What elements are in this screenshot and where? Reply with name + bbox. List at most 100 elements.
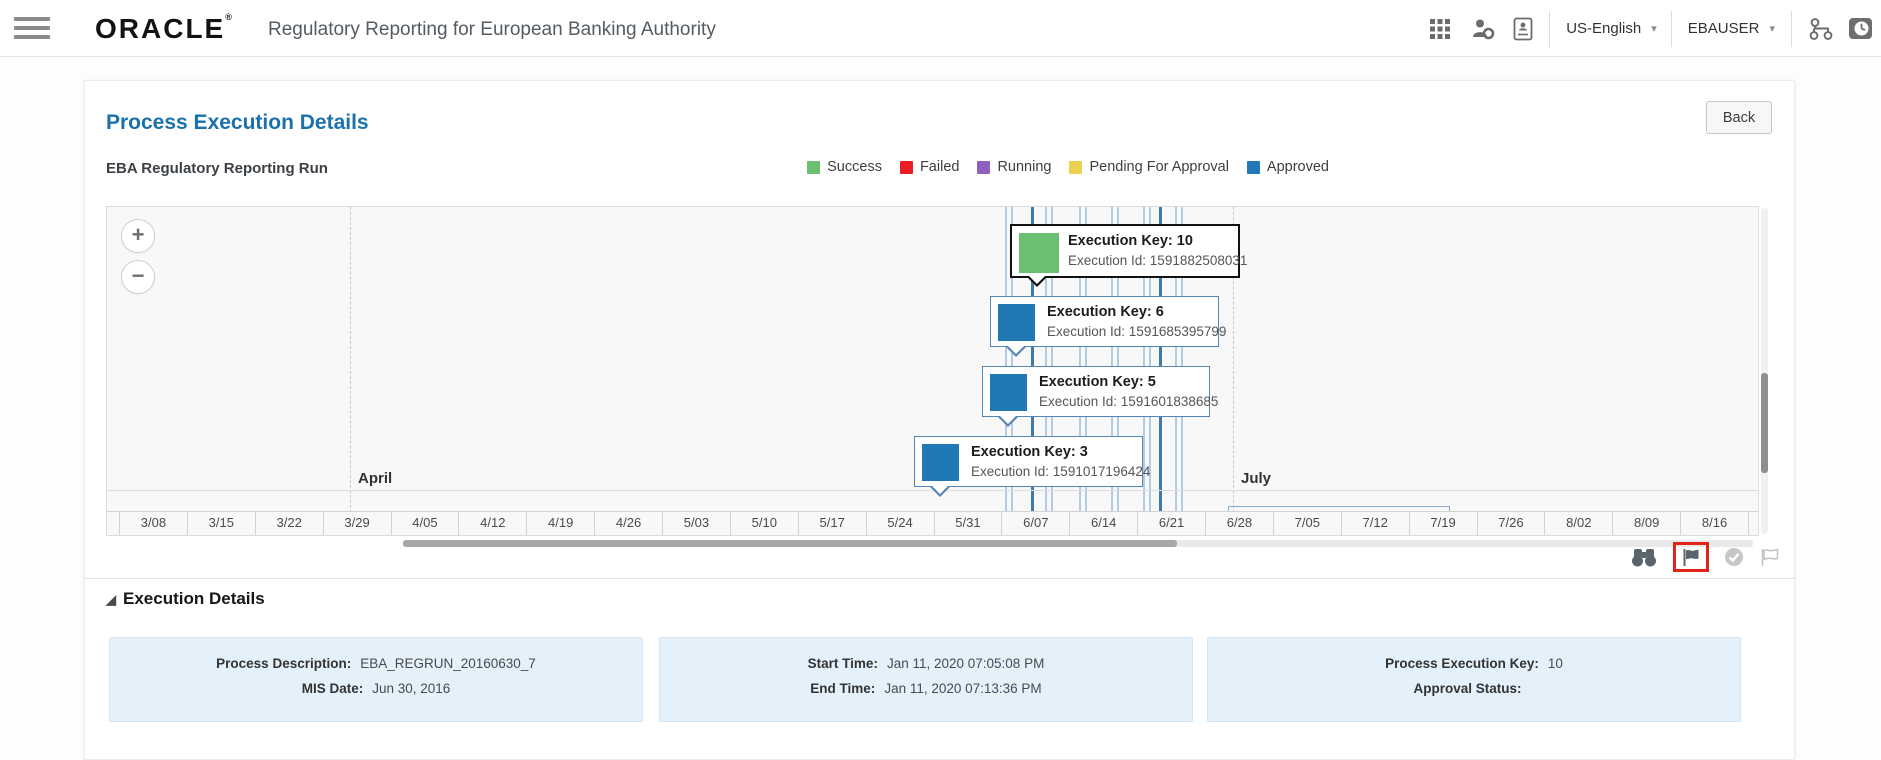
axis-tick: 5/24 (865, 512, 934, 535)
check-circle-icon[interactable] (1724, 547, 1744, 567)
detail-row: Process Execution Key: 10 (1385, 656, 1563, 671)
axis-tick: 7/26 (1476, 512, 1545, 535)
success-swatch (807, 160, 821, 174)
vertical-scrollbar[interactable] (1761, 208, 1768, 534)
detail-row: Process Description: EBA_REGRUN_20160630… (216, 656, 536, 671)
month-boundary-line (350, 207, 351, 513)
zoom-out-button[interactable]: − (121, 260, 155, 294)
oracle-logo: ORACLE® (95, 12, 232, 44)
milestone-line (1111, 207, 1113, 513)
apps-grid-icon[interactable] (1429, 18, 1451, 40)
run-title: EBA Regulatory Reporting Run (106, 160, 328, 177)
registered-mark: ® (225, 12, 232, 22)
milestone-line (1159, 207, 1162, 513)
zoom-in-button[interactable]: + (121, 219, 155, 253)
process-summary-panel: Process Description: EBA_REGRUN_20160630… (109, 637, 643, 722)
legend-item-running: Running (977, 159, 1051, 175)
axis-tick: 8/02 (1544, 512, 1612, 535)
milestone-line (1143, 207, 1145, 513)
legend-item-failed: Failed (899, 159, 959, 175)
flag-outline-icon[interactable] (1759, 547, 1781, 567)
axis-tick: 4/05 (390, 512, 459, 535)
milestone-line (1117, 207, 1119, 513)
tooltip-execution-6[interactable]: Execution Key: 6 Execution Id: 159168539… (990, 296, 1226, 357)
language-dropdown[interactable]: US-English ▾ (1566, 20, 1657, 37)
vertical-scrollbar-thumb[interactable] (1761, 373, 1768, 473)
execution-timeline-chart: April July Execution Key: 10 Execution I… (106, 206, 1759, 536)
axis-tick: 5/31 (933, 512, 1002, 535)
milestone-line (1011, 207, 1013, 513)
user-value: EBAUSER (1687, 20, 1760, 37)
month-label: July (1241, 470, 1272, 487)
section-divider (85, 578, 1796, 579)
flag-filled-icon (1683, 549, 1699, 566)
axis-stub (107, 512, 119, 535)
tooltip-execution-10[interactable]: Execution Key: 10 Execution Id: 15918825… (1010, 224, 1247, 287)
page-title: Process Execution Details (106, 111, 369, 134)
workflow-icon[interactable] (1808, 17, 1834, 41)
menu-icon[interactable] (14, 17, 52, 41)
report-card-icon[interactable] (1513, 17, 1533, 41)
month-label: April (358, 470, 393, 487)
key-status-panel: Process Execution Key: 10 Approval Statu… (1207, 637, 1741, 722)
binoculars-icon[interactable] (1630, 546, 1658, 568)
detail-row: End Time: Jan 11, 2020 07:13:36 PM (810, 681, 1042, 696)
language-value: US-English (1566, 20, 1642, 37)
pending-swatch (1069, 160, 1083, 174)
user-dropdown[interactable]: EBAUSER ▾ (1688, 20, 1775, 37)
failed-swatch (899, 160, 913, 174)
status-legend: Success Failed Running Pending For Appro… (807, 159, 1329, 175)
axis-tick: 3/08 (119, 512, 187, 535)
milestone-line (1079, 207, 1081, 513)
execution-details-header[interactable]: ◢ Execution Details (106, 589, 265, 608)
date-axis: 3/08 3/15 3/22 3/29 4/05 4/12 4/19 4/26 … (107, 511, 1758, 535)
collapse-triangle-icon: ◢ (106, 592, 116, 607)
milestone-line (1181, 207, 1183, 513)
axis-tick: 5/10 (729, 512, 798, 535)
horizontal-scrollbar[interactable] (403, 540, 1753, 547)
milestone-line (1031, 207, 1034, 513)
detail-row: Approval Status: (1413, 681, 1522, 696)
legend-item-pending: Pending For Approval (1069, 159, 1229, 175)
app-title: Regulatory Reporting for European Bankin… (268, 19, 716, 40)
axis-tick: 3/15 (186, 512, 255, 535)
month-boundary-line (1233, 207, 1234, 513)
axis-tick: 6/21 (1137, 512, 1205, 535)
tooltip-execution-5[interactable]: Execution Key: 5 Execution Id: 159160183… (982, 366, 1218, 427)
time-summary-panel: Start Time: Jan 11, 2020 07:05:08 PM End… (659, 637, 1193, 722)
detail-row: MIS Date: Jun 30, 2016 (301, 681, 451, 696)
admin-user-icon[interactable] (1471, 17, 1495, 41)
axis-tick: 8/16 (1680, 512, 1748, 535)
status-square-approved (998, 304, 1035, 341)
flag-selected-highlight[interactable] (1673, 542, 1709, 572)
batch-clock-icon[interactable] (1848, 17, 1873, 40)
axis-tick: 4/26 (594, 512, 662, 535)
axis-tick: 3/29 (322, 512, 391, 535)
milestone-line (1175, 207, 1177, 513)
header-divider (1791, 10, 1792, 47)
header-divider (1670, 10, 1672, 47)
axis-tick: 4/12 (458, 512, 526, 535)
status-square-success (1019, 233, 1059, 273)
back-button[interactable]: Back (1706, 101, 1772, 134)
axis-tick: 7/05 (1272, 512, 1341, 535)
status-square-approved (922, 444, 959, 481)
milestone-line (1051, 207, 1053, 513)
chart-toolbar (1630, 541, 1781, 573)
app-header: ORACLE® Regulatory Reporting for Europea… (0, 0, 1881, 57)
summary-bracket (1228, 506, 1450, 513)
axis-tick: 8/09 (1612, 512, 1680, 535)
axis-tick: 6/28 (1205, 512, 1273, 535)
running-swatch (977, 160, 991, 174)
axis-tick: 6/07 (1001, 512, 1069, 535)
tooltip-execution-3[interactable]: Execution Key: 3 Execution Id: 159101719… (914, 436, 1150, 497)
milestone-line (1045, 207, 1047, 513)
axis-tick: 3/22 (254, 512, 323, 535)
milestone-line (1085, 207, 1087, 513)
axis-tick: 6/14 (1069, 512, 1137, 535)
horizontal-scrollbar-thumb[interactable] (403, 540, 1177, 547)
status-square-approved (990, 374, 1027, 411)
header-divider (1549, 10, 1551, 47)
axis-tick: 4/19 (526, 512, 594, 535)
approved-swatch (1246, 160, 1260, 174)
